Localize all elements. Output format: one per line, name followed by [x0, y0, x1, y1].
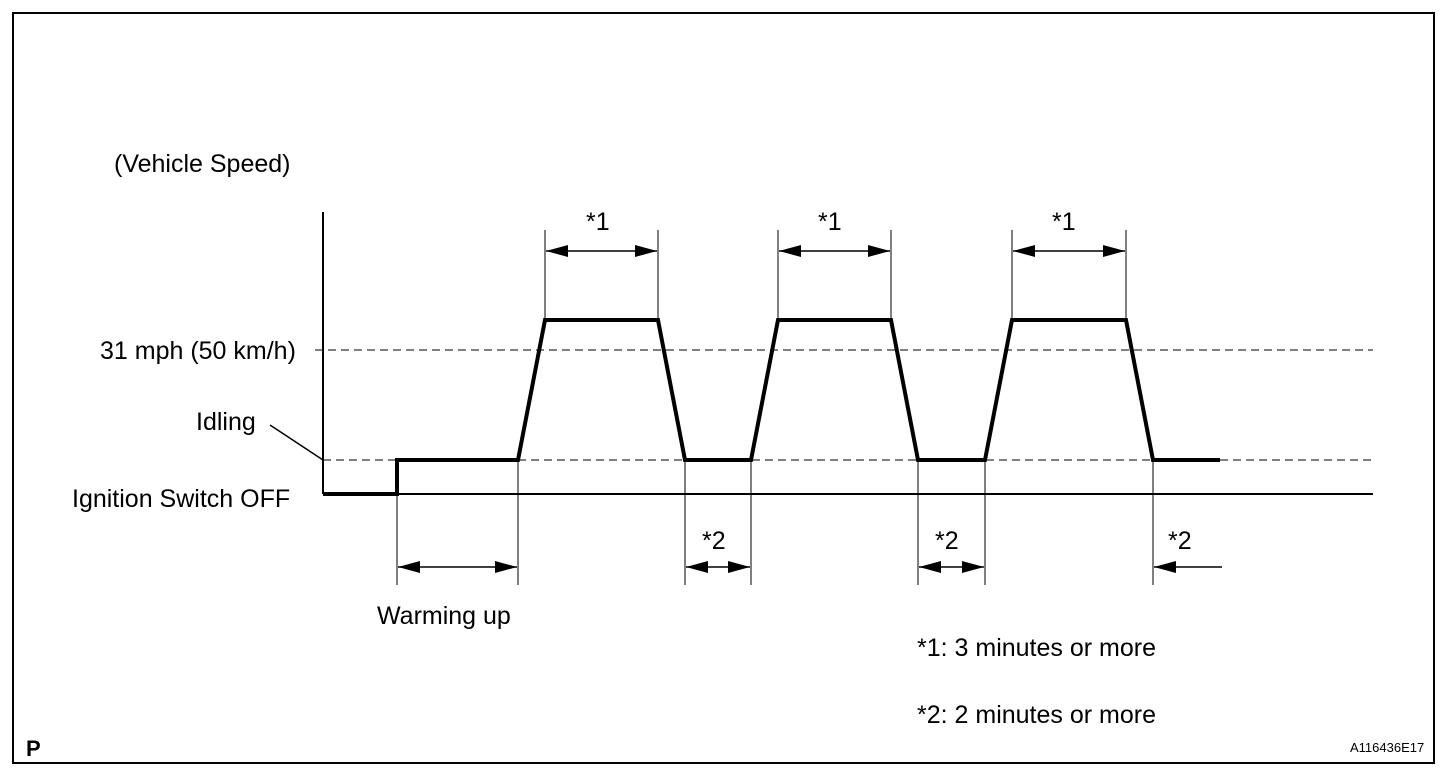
star2-marker: *2: [1168, 527, 1192, 555]
speed-profile-line: [323, 318, 1220, 496]
warming-up-label: Warming up: [377, 602, 511, 630]
note-star1: *1: 3 minutes or more: [917, 634, 1156, 662]
bottom-guide-lines: [396, 460, 1154, 585]
idling-label: Idling: [196, 408, 256, 436]
star1-marker: *1: [818, 208, 842, 236]
star2-marker: *2: [935, 527, 959, 555]
level-31mph-label: 31 mph (50 km/h): [100, 337, 296, 365]
star2-marker: *2: [702, 527, 726, 555]
diagram-frame: [12, 12, 1435, 764]
star1-marker: *1: [586, 208, 610, 236]
note-star2: *2: 2 minutes or more: [917, 701, 1156, 729]
star1-marker: *1: [1052, 208, 1076, 236]
y-axis-label: (Vehicle Speed): [114, 150, 291, 178]
figure-id: A116436E17: [1350, 740, 1424, 755]
ignition-off-label: Ignition Switch OFF: [72, 485, 290, 513]
star1-guide-lines: [544, 230, 1127, 320]
idling-leader-line: [269, 424, 324, 461]
corner-letter: P: [26, 736, 41, 761]
